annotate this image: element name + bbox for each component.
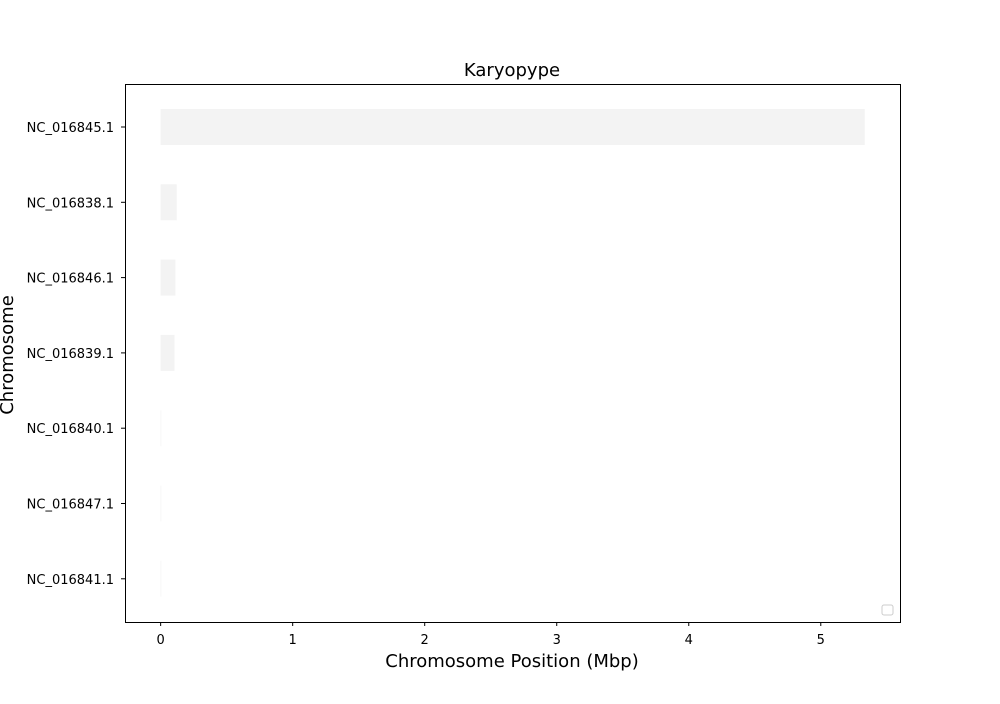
x-tick-label: 1 [289,633,297,648]
x-tick-label: 3 [553,633,561,648]
chart-title: Karyopype [464,60,560,81]
chromosome-bar [160,259,176,296]
bars-layer [160,109,865,597]
legend-box [881,604,894,616]
chromosome-bar [160,485,162,522]
x-tick-label: 0 [157,633,165,648]
y-tick-label: NC_016847.1 [27,498,114,513]
x-tick-label: 4 [685,633,693,648]
plot-frame [125,84,901,623]
chromosome-bar [160,334,175,371]
chromosome-bar [160,560,162,597]
y-axis-ticks: NC_016845.1 NC_016838.1 NC_016846.1 NC_0168… [27,121,125,588]
x-tick-label: 5 [817,633,825,648]
chromosome-bar [160,109,865,145]
y-tick-label: NC_016846.1 [27,272,114,287]
x-axis-title: Chromosome Position (Mbp) [385,651,639,672]
y-tick-label: NC_016845.1 [27,121,114,136]
chromosome-bar [160,184,177,221]
y-tick-label: NC_016839.1 [27,347,114,362]
y-tick-label: NC_016841.1 [27,573,114,588]
y-tick-label: NC_016838.1 [27,196,114,211]
x-axis-ticks: 0 1 2 3 4 5 [157,622,825,648]
y-tick-label: NC_016840.1 [27,422,114,437]
x-tick-label: 2 [421,633,429,648]
chromosome-bar [160,410,162,447]
y-axis-title: Chromosome [0,295,18,415]
